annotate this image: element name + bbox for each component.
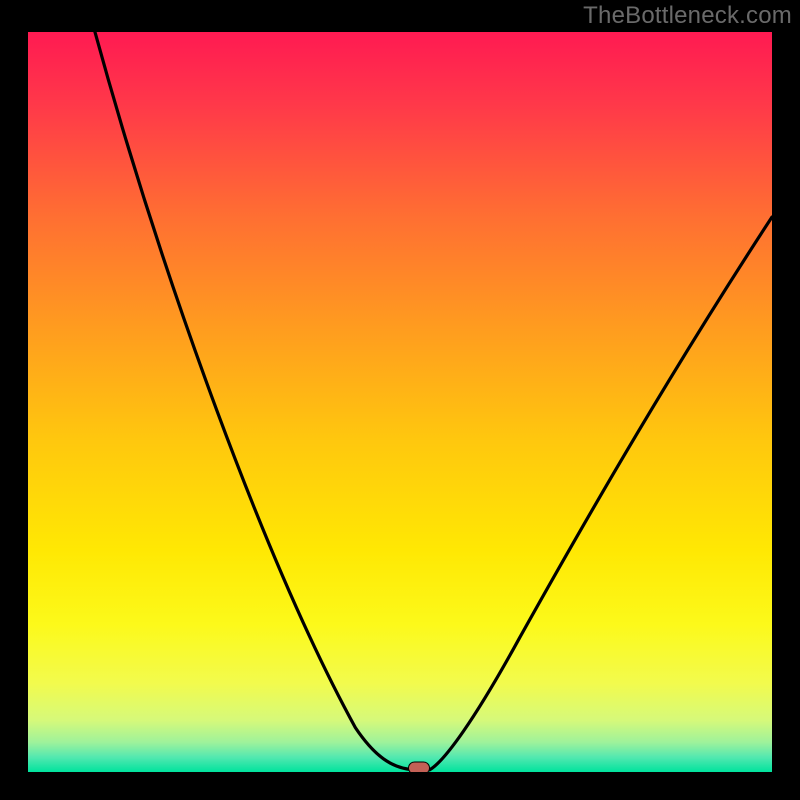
watermark-text: TheBottleneck.com: [583, 2, 792, 30]
minimum-marker: [408, 761, 430, 772]
curve-layer: [28, 32, 772, 772]
curve-left: [95, 32, 415, 770]
chart-container: TheBottleneck.com: [0, 0, 800, 800]
curve-right: [430, 217, 772, 770]
plot-area: [28, 32, 772, 772]
